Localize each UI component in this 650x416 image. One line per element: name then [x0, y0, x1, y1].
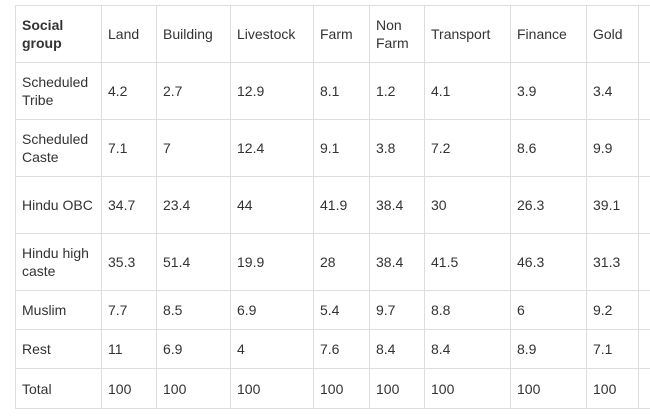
- cell-land: 35.3: [101, 233, 157, 291]
- cell-non-farm: 8.4: [369, 329, 425, 369]
- cell-finance: 8.9: [510, 329, 587, 369]
- header-finance: Finance: [510, 5, 587, 63]
- header-gold: Gold: [586, 5, 639, 63]
- data-table: Social group Land Building Livestock Far…: [15, 5, 650, 409]
- cell-livestock: 4: [230, 329, 314, 369]
- cell-cut-off: [638, 233, 650, 291]
- cell-non-farm: 1.2: [369, 62, 425, 120]
- cell-transport: 4.1: [424, 62, 511, 120]
- cell-transport: 100: [424, 368, 511, 409]
- cell-finance: 6: [510, 290, 587, 330]
- cell-land: 4.2: [101, 62, 157, 120]
- header-livestock: Livestock: [230, 5, 314, 63]
- cell-non-farm: 38.4: [369, 176, 425, 234]
- cell-livestock: 19.9: [230, 233, 314, 291]
- cell-finance: 100: [510, 368, 587, 409]
- cell-livestock: 100: [230, 368, 314, 409]
- cell-non-farm: 3.8: [369, 119, 425, 177]
- header-social-group: Social group: [15, 5, 102, 63]
- cell-farm: 28: [313, 233, 370, 291]
- cell-land: 100: [101, 368, 157, 409]
- table-row: Hindu high caste 35.3 51.4 19.9 28 38.4 …: [15, 233, 650, 291]
- cell-gold: 100: [586, 368, 639, 409]
- cell-livestock: 6.9: [230, 290, 314, 330]
- cell-farm: 100: [313, 368, 370, 409]
- table-row: Rest 11 6.9 4 7.6 8.4 8.4 8.9 7.1: [15, 329, 650, 369]
- cell-land: 7.7: [101, 290, 157, 330]
- table-row: Total 100 100 100 100 100 100 100 100: [15, 368, 650, 409]
- cell-land: 7.1: [101, 119, 157, 177]
- header-farm: Farm: [313, 5, 370, 63]
- cell-cut-off: [638, 368, 650, 409]
- cell-transport: 8.4: [424, 329, 511, 369]
- table-row: Scheduled Caste 7.1 7 12.4 9.1 3.8 7.2 8…: [15, 119, 650, 177]
- cell-non-farm: 100: [369, 368, 425, 409]
- cell-group: Rest: [15, 329, 102, 369]
- cell-building: 6.9: [156, 329, 231, 369]
- cell-finance: 46.3: [510, 233, 587, 291]
- cell-livestock: 44: [230, 176, 314, 234]
- cell-cut-off: [638, 176, 650, 234]
- cell-transport: 30: [424, 176, 511, 234]
- table-row: Muslim 7.7 8.5 6.9 5.4 9.7 8.8 6 9.2: [15, 290, 650, 330]
- cell-cut-off: [638, 62, 650, 120]
- cell-gold: 31.3: [586, 233, 639, 291]
- cell-transport: 8.8: [424, 290, 511, 330]
- cell-building: 23.4: [156, 176, 231, 234]
- header-non-farm: Non Farm: [369, 5, 425, 63]
- cell-finance: 26.3: [510, 176, 587, 234]
- cell-land: 34.7: [101, 176, 157, 234]
- cell-farm: 41.9: [313, 176, 370, 234]
- cell-group: Scheduled Tribe: [15, 62, 102, 120]
- cell-farm: 7.6: [313, 329, 370, 369]
- table-row: Scheduled Tribe 4.2 2.7 12.9 8.1 1.2 4.1…: [15, 62, 650, 120]
- cell-cut-off: [638, 290, 650, 330]
- cell-group: Muslim: [15, 290, 102, 330]
- cell-transport: 7.2: [424, 119, 511, 177]
- cell-farm: 9.1: [313, 119, 370, 177]
- cell-gold: 9.9: [586, 119, 639, 177]
- cell-group: Hindu high caste: [15, 233, 102, 291]
- cell-farm: 5.4: [313, 290, 370, 330]
- cell-non-farm: 9.7: [369, 290, 425, 330]
- header-transport: Transport: [424, 5, 511, 63]
- cell-group: Hindu OBC: [15, 176, 102, 234]
- header-land: Land: [101, 5, 157, 63]
- cell-gold: 39.1: [586, 176, 639, 234]
- cell-livestock: 12.9: [230, 62, 314, 120]
- cell-building: 100: [156, 368, 231, 409]
- table-header-row: Social group Land Building Livestock Far…: [15, 5, 650, 63]
- table-row: Hindu OBC 34.7 23.4 44 41.9 38.4 30 26.3…: [15, 176, 650, 234]
- cell-gold: 9.2: [586, 290, 639, 330]
- cell-livestock: 12.4: [230, 119, 314, 177]
- cell-transport: 41.5: [424, 233, 511, 291]
- cell-building: 51.4: [156, 233, 231, 291]
- cell-group: Total: [15, 368, 102, 409]
- cell-building: 2.7: [156, 62, 231, 120]
- cell-finance: 3.9: [510, 62, 587, 120]
- cell-finance: 8.6: [510, 119, 587, 177]
- cell-building: 8.5: [156, 290, 231, 330]
- cell-cut-off: [638, 119, 650, 177]
- cell-farm: 8.1: [313, 62, 370, 120]
- cell-gold: 3.4: [586, 62, 639, 120]
- header-building: Building: [156, 5, 231, 63]
- cell-land: 11: [101, 329, 157, 369]
- cell-building: 7: [156, 119, 231, 177]
- header-cut-off: [638, 5, 650, 63]
- cell-group: Scheduled Caste: [15, 119, 102, 177]
- cell-cut-off: [638, 329, 650, 369]
- cell-gold: 7.1: [586, 329, 639, 369]
- cell-non-farm: 38.4: [369, 233, 425, 291]
